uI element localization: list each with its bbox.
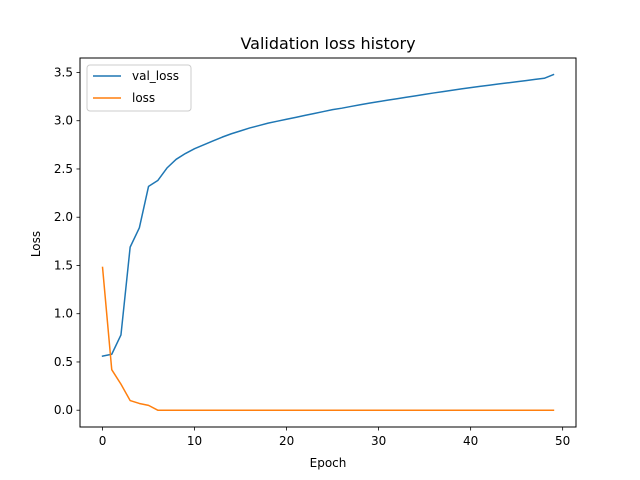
legend-label-loss: loss <box>132 91 155 105</box>
x-tick-label: 50 <box>555 434 570 448</box>
y-tick-label: 2.0 <box>54 210 73 224</box>
y-tick-label: 0.5 <box>54 355 73 369</box>
y-tick-label: 1.5 <box>54 258 73 272</box>
series-line-val-loss <box>101 73 555 358</box>
x-axis-label: Epoch <box>310 456 347 470</box>
y-tick-label: 3.0 <box>54 114 73 128</box>
plot-frame <box>79 57 577 428</box>
y-axis-label: Loss <box>29 231 43 257</box>
chart-title: Validation loss history <box>240 34 415 53</box>
y-tick-label: 1.0 <box>54 307 73 321</box>
y-tick-label: 0.0 <box>54 403 73 417</box>
x-tick-label: 20 <box>279 434 294 448</box>
series-line-loss <box>101 266 555 411</box>
x-tick-label: 40 <box>463 434 478 448</box>
x-tick-label: 10 <box>187 434 202 448</box>
x-tick-label: 30 <box>371 434 386 448</box>
x-tick-label: 0 <box>99 434 107 448</box>
y-tick-label: 2.5 <box>54 162 73 176</box>
y-tick-label: 3.5 <box>54 65 73 79</box>
legend-label-val-loss: val_loss <box>132 69 179 83</box>
